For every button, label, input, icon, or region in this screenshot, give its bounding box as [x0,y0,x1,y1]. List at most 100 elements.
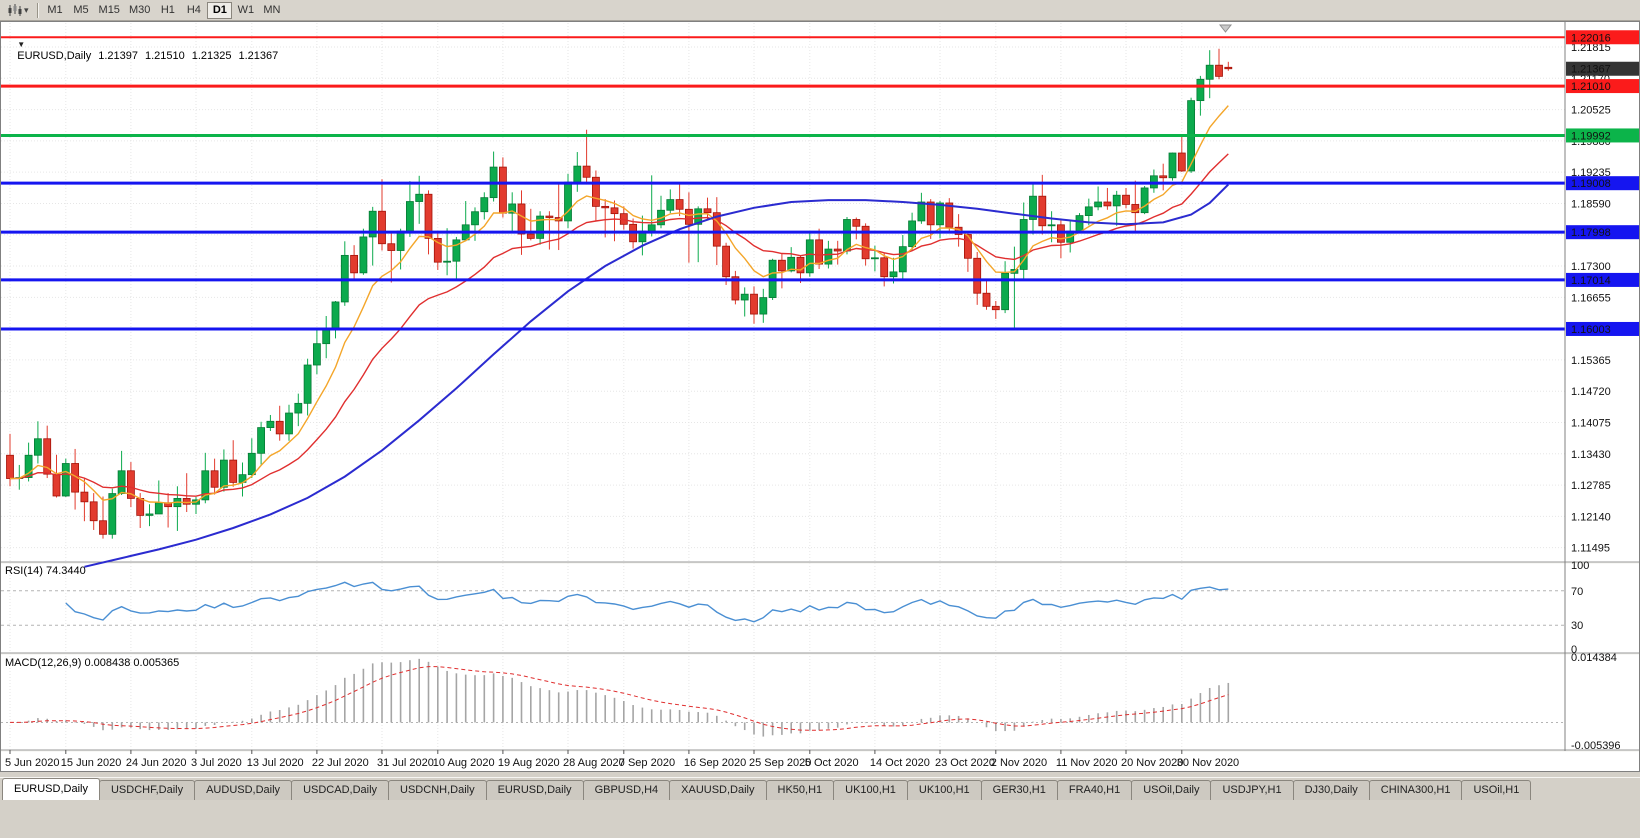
chart-window: 1.218151.211701.205251.198801.192351.185… [0,21,1640,772]
chart-tab-uk100-h1[interactable]: UK100,H1 [906,780,982,800]
indicator-scales: 100 70 30 00.014384 -0.005396 [1571,560,1621,752]
chart-tab-usdjpy-h1[interactable]: USDJPY,H1 [1210,780,1294,800]
svg-text:25 Sep 2020: 25 Sep 2020 [749,757,811,769]
price-chart[interactable]: 1.218151.211701.205251.198801.192351.185… [0,21,1640,772]
svg-text:20 Nov 2020: 20 Nov 2020 [1121,757,1183,769]
chart-tab-ger30-h1[interactable]: GER30,H1 [980,780,1058,800]
chart-tab-usdchf-daily[interactable]: USDCHF,Daily [98,780,196,800]
chart-type-button[interactable]: ▾ [4,2,32,19]
svg-text:1.12785: 1.12785 [1571,480,1611,492]
svg-text:70: 70 [1571,586,1583,598]
ohlc-close: 1.21367 [238,50,279,62]
symbol-period-label: EURUSD,Daily [17,50,92,62]
chart-tab-fra40-h1[interactable]: FRA40,H1 [1056,780,1133,800]
svg-text:22 Jul 2020: 22 Jul 2020 [312,757,369,769]
svg-text:16 Sep 2020: 16 Sep 2020 [684,757,746,769]
candlestick-chart-icon [8,3,22,16]
svg-text:0.014384: 0.014384 [1571,652,1617,664]
chart-tab-usoil-h1[interactable]: USOil,H1 [1461,780,1532,800]
svg-text:14 Oct 2020: 14 Oct 2020 [870,757,930,769]
chart-tab-xauusd-daily[interactable]: XAUUSD,Daily [669,780,767,800]
svg-text:0: 0 [1571,644,1577,656]
svg-text:1.14720: 1.14720 [1571,386,1611,398]
svg-text:1.17998: 1.17998 [1571,227,1611,239]
chart-tab-china300-h1[interactable]: CHINA300,H1 [1368,780,1463,800]
chart-tabs-bar: EURUSD,Daily USDCHF,Daily AUDUSD,Daily USDC… [0,777,1640,800]
timeframe-button-m1[interactable]: M1 [47,3,63,16]
svg-text:15 Jun 2020: 15 Jun 2020 [61,757,122,769]
macd-pane [1,658,1565,737]
svg-text:30: 30 [1571,620,1583,632]
chevron-down-icon: ▾ [24,4,29,15]
svg-text:1.16655: 1.16655 [1571,292,1611,304]
chart-tab-uk100-h1[interactable]: UK100,H1 [833,780,908,800]
date-axis[interactable]: 5 Jun 2020 15 Jun 2020 24 Jun 2020 3 Jul 20… [5,750,1239,769]
svg-text:100: 100 [1571,560,1589,572]
timeframe-button-h1[interactable]: H1 [160,3,175,16]
pane-separators[interactable] [0,561,1640,752]
chart-tab-usdcnh-daily[interactable]: USDCNH,Daily [388,780,487,800]
chart-tab-usoil-daily[interactable]: USOil,Daily [1131,780,1212,800]
bid-price-box [1566,61,1639,76]
moving-averages [9,105,1230,568]
chart-tab-gbpusd-h4[interactable]: GBPUSD,H4 [582,780,671,800]
chart-tab-eurusd-daily[interactable]: EURUSD,Daily [485,780,584,800]
timeframe-buttons: M1 M5 M15 M30 H1 H4 D1 W1 MN [43,1,286,19]
svg-text:10 Aug 2020: 10 Aug 2020 [433,757,495,769]
ohlc-open: 1.21397 [98,50,138,62]
grid-lines [1,23,1565,750]
timeframe-button-h4[interactable]: H4 [186,3,201,16]
ma-slow-line [84,183,1230,568]
svg-text:23 Oct 2020: 23 Oct 2020 [935,757,995,769]
svg-text:1.17014: 1.17014 [1571,275,1611,287]
svg-text:13 Jul 2020: 13 Jul 2020 [247,757,304,769]
svg-text:1.21815: 1.21815 [1571,42,1611,54]
svg-text:1.16003: 1.16003 [1571,324,1611,336]
svg-text:1.14075: 1.14075 [1571,417,1611,429]
svg-text:1.19008: 1.19008 [1571,178,1611,190]
chart-tab-usdcad-daily[interactable]: USDCAD,Daily [291,780,390,800]
svg-text:3 Jul 2020: 3 Jul 2020 [191,757,242,769]
svg-text:1.13430: 1.13430 [1571,449,1611,461]
price-scale[interactable]: 1.218151.211701.205251.198801.192351.185… [1564,21,1639,751]
svg-text:2 Nov 2020: 2 Nov 2020 [991,757,1047,769]
svg-text:11 Nov 2020: 11 Nov 2020 [1056,757,1118,769]
svg-text:1.21010: 1.21010 [1571,81,1611,93]
svg-text:-0.005396: -0.005396 [1571,740,1621,752]
svg-text:5 Jun 2020: 5 Jun 2020 [5,757,59,769]
timeframe-button-m5[interactable]: M5 [73,3,89,16]
timeframe-button-w1[interactable]: W1 [237,3,255,16]
svg-text:1.22016: 1.22016 [1571,32,1611,44]
timeframe-button-m15[interactable]: M15 [98,3,120,16]
chart-background [0,21,1640,772]
ohlc-low: 1.21325 [191,50,232,62]
chart-tab-eurusd-daily[interactable]: EURUSD,Daily [2,778,100,800]
svg-text:31 Jul 2020: 31 Jul 2020 [377,757,434,769]
svg-text:1.11495: 1.11495 [1571,543,1610,555]
ma-fast-line [9,105,1229,504]
timeframe-toolbar: ▾ M1 M5 M15 M30 H1 H4 D1 W1 MN [0,0,1640,21]
chart-tab-dj30-daily[interactable]: DJ30,Daily [1292,780,1370,800]
svg-text:1.19992: 1.19992 [1571,130,1611,142]
svg-text:28 Aug 2020: 28 Aug 2020 [563,757,625,769]
svg-text:5 Oct 2020: 5 Oct 2020 [805,757,859,769]
chart-shift-marker [1218,24,1233,33]
svg-text:1.20525: 1.20525 [1571,105,1611,117]
ohlc-high: 1.21510 [144,50,185,62]
svg-text:1.21367: 1.21367 [1571,64,1611,76]
svg-text:1.18590: 1.18590 [1571,198,1611,210]
horizontal-lines[interactable] [1,36,1565,331]
chart-tab-audusd-daily[interactable]: AUDUSD,Daily [194,780,293,800]
svg-text:19 Aug 2020: 19 Aug 2020 [498,757,560,769]
timeframe-button-mn[interactable]: MN [263,3,281,16]
timeframe-button-d1[interactable]: D1 [207,1,233,19]
macd-label: MACD(12,26,9) 0.008438 0.005365 [5,657,180,669]
chart-tab-hk50-h1[interactable]: HK50,H1 [765,780,835,800]
rsi-label: RSI(14) 74.3440 [5,565,86,577]
timeframe-button-m30[interactable]: M30 [128,3,151,16]
svg-text:24 Jun 2020: 24 Jun 2020 [126,757,187,769]
chart-ohlc-title: ▼ EURUSD,Daily 1.21397 1.21510 1.21325 1.213… [5,26,285,74]
svg-text:1.12140: 1.12140 [1571,511,1611,523]
collapse-triangle-icon[interactable]: ▼ [17,40,26,49]
svg-text:1.15365: 1.15365 [1571,355,1611,367]
